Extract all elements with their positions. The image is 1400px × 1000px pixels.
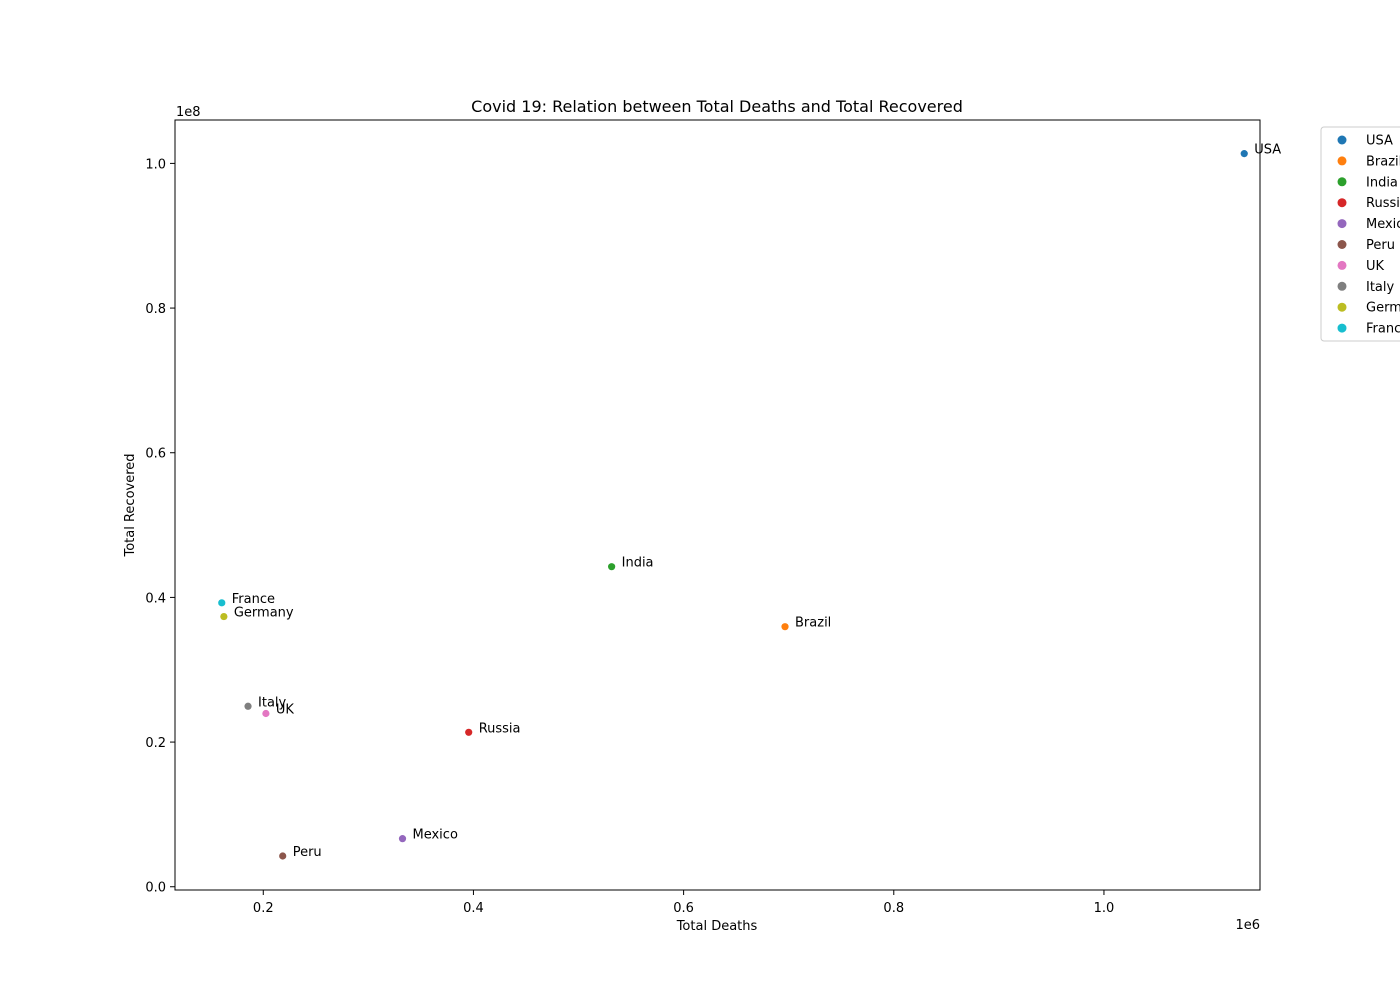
point-label-uk: UK [276, 703, 295, 718]
legend-marker-uk [1337, 260, 1347, 270]
plot-frame [174, 119, 1261, 891]
y-axis: 0.0 0.2 0.4 0.6 0.8 1.0 [145, 157, 175, 896]
y-tick-label: 0.4 [145, 591, 166, 606]
chart-title: Covid 19: Relation between Total Deaths … [471, 97, 963, 116]
x-tick-label: 0.4 [463, 901, 484, 916]
point-label-mexico: Mexico [413, 828, 458, 843]
y-tick-label: 0.2 [145, 736, 166, 751]
point-label-russia: Russia [479, 721, 521, 736]
point-label-france: France [232, 592, 275, 607]
y-tick-label: 1.0 [145, 157, 166, 172]
data-points [218, 150, 1248, 860]
point-label-peru: Peru [293, 845, 322, 860]
y-axis-exponent: 1e8 [176, 105, 201, 120]
legend-marker-france [1337, 323, 1347, 333]
legend-label-germany: Germany [1366, 301, 1400, 316]
legend-label-uk: UK [1366, 259, 1385, 274]
y-tick-label: 0.6 [145, 447, 166, 462]
x-tick-label: 0.8 [883, 901, 904, 916]
legend-marker-italy [1337, 281, 1347, 291]
data-point-russia [465, 728, 473, 736]
data-point-uk [262, 709, 270, 718]
y-tick-label: 0.0 [145, 881, 166, 896]
x-axis-exponent: 1e6 [1235, 918, 1260, 933]
data-point-germany [220, 612, 228, 621]
legend-label-italy: Italy [1366, 280, 1395, 295]
data-point-france [218, 599, 226, 607]
legend-label-france: France [1366, 322, 1400, 337]
legend-label-usa: USA [1366, 134, 1393, 149]
legend-marker-mexico [1337, 219, 1347, 229]
x-tick-label: 0.2 [253, 901, 274, 916]
point-label-italy: Italy [258, 695, 287, 710]
data-point-peru [279, 852, 287, 860]
x-axis-label: Total Deaths [676, 919, 758, 934]
x-axis: 0.2 0.4 0.6 0.8 1.0 [253, 890, 1114, 916]
legend-label-mexico: Mexico [1366, 217, 1400, 232]
y-tick-label: 0.8 [145, 302, 166, 317]
x-tick-label: 0.6 [673, 901, 694, 916]
data-point-brazil [781, 623, 789, 631]
data-point-mexico [398, 835, 407, 843]
legend-marker-brazil [1337, 156, 1347, 166]
legend-label-russia: Russia [1366, 196, 1400, 211]
point-label-usa: USA [1254, 143, 1281, 158]
y-axis-label: Total Recovered [123, 453, 138, 557]
legend-marker-peru [1337, 240, 1347, 249]
legend-marker-russia [1337, 198, 1347, 208]
point-label-brazil: Brazil [795, 616, 831, 631]
data-point-usa [1240, 150, 1248, 158]
legend-marker-germany [1337, 302, 1347, 312]
x-tick-label: 1.0 [1094, 901, 1115, 916]
point-label-india: India [622, 556, 654, 571]
legend-label-brazil: Brazil [1366, 154, 1400, 169]
legend-label-india: India [1366, 175, 1398, 190]
legend: USA Brazil India Russia Mexico Peru UK Italy Ger… [1320, 126, 1400, 342]
legend-label-peru: Peru [1366, 238, 1395, 253]
data-point-italy [244, 702, 252, 710]
legend-marker-usa [1337, 135, 1347, 145]
data-point-india [608, 563, 616, 571]
point-label-germany: Germany [234, 606, 294, 621]
legend-marker-india [1337, 177, 1347, 187]
